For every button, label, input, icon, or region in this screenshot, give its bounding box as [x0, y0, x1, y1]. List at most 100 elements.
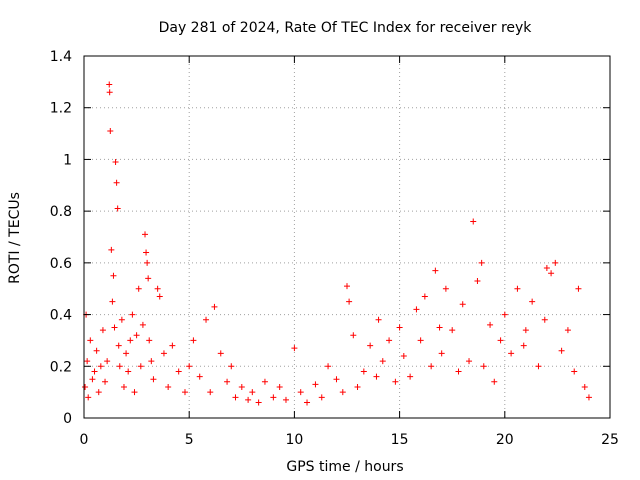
data-point [127, 337, 134, 344]
data-point [470, 218, 477, 225]
chart-title: Day 281 of 2024, Rate Of TEC Index for r… [159, 20, 533, 36]
data-point [224, 378, 231, 385]
data-point [89, 376, 96, 383]
y-tick-label: 0.2 [50, 359, 72, 375]
data-point [109, 298, 116, 305]
data-point [417, 337, 424, 344]
data-point [232, 394, 239, 401]
data-point [146, 337, 153, 344]
data-point [137, 363, 144, 370]
data-point [145, 275, 152, 282]
data-point [245, 396, 252, 403]
data-point [344, 283, 350, 290]
data-point [392, 378, 399, 385]
data-point [211, 303, 218, 310]
data-point [304, 399, 311, 406]
data-point [478, 259, 485, 266]
data-point [120, 383, 127, 390]
y-tick-label: 1 [63, 152, 72, 168]
data-point [312, 381, 319, 388]
data-point [396, 324, 403, 331]
data-point [367, 342, 374, 349]
data-point [407, 373, 414, 380]
data-point [413, 306, 420, 313]
data-point [142, 231, 149, 238]
x-tick-label: 20 [496, 432, 514, 448]
data-point [175, 368, 182, 375]
data-point [143, 249, 150, 256]
x-tick-labels: 0 5 10 15 20 25 [80, 432, 619, 448]
data-point [529, 298, 536, 305]
data-point [333, 376, 340, 383]
data-point [491, 378, 498, 385]
data-point [571, 368, 578, 375]
data-point [466, 358, 473, 365]
data-point [160, 350, 167, 357]
data-point [118, 316, 125, 323]
data-point [428, 363, 435, 370]
data-point [354, 383, 361, 390]
data-point [131, 389, 138, 396]
data-point [270, 394, 277, 401]
data-point [112, 159, 119, 166]
data-point [487, 321, 494, 328]
data-point [373, 373, 380, 380]
data-point [276, 383, 283, 390]
data-point [110, 272, 117, 279]
data-point [575, 285, 582, 292]
data-point [520, 342, 527, 349]
data-point [150, 376, 157, 383]
y-axis-label: ROTI / TECUs [7, 192, 23, 284]
data-point [436, 324, 443, 331]
data-point [169, 342, 176, 349]
data-point [318, 394, 325, 401]
data-point [379, 358, 386, 365]
data-point [297, 389, 304, 396]
data-point [459, 301, 466, 308]
y-tick-label: 0.4 [50, 308, 72, 324]
data-point [501, 311, 508, 318]
x-tick-label: 0 [80, 432, 89, 448]
data-point [386, 337, 393, 344]
data-point [84, 358, 91, 365]
data-point [261, 378, 268, 385]
data-point [497, 337, 504, 344]
x-axis-label: GPS time / hours [286, 459, 403, 475]
data-point [339, 389, 346, 396]
data-point [106, 81, 113, 88]
data-point [111, 324, 118, 331]
x-tick-label: 15 [391, 432, 409, 448]
data-points [82, 81, 592, 406]
data-point [217, 350, 224, 357]
data-point [535, 363, 542, 370]
data-point [133, 332, 140, 339]
data-point [346, 298, 353, 305]
data-point [125, 368, 132, 375]
data-point [107, 127, 114, 134]
y-tick-label: 0 [63, 411, 72, 427]
data-point [581, 383, 588, 390]
data-point [203, 316, 210, 323]
data-point [97, 363, 104, 370]
y-tick-label: 0.6 [50, 256, 72, 272]
data-point [93, 347, 100, 354]
data-point [108, 246, 115, 253]
data-point [148, 358, 155, 365]
data-point [99, 327, 106, 334]
data-point [474, 277, 481, 284]
data-point [291, 345, 298, 352]
data-point [548, 270, 555, 277]
data-point [541, 316, 548, 323]
data-point [116, 363, 123, 370]
data-point [113, 179, 120, 186]
data-point [129, 311, 136, 318]
data-point [522, 327, 529, 334]
data-point [442, 285, 449, 292]
data-point [95, 389, 102, 396]
data-point [375, 316, 382, 323]
data-point [186, 363, 193, 370]
data-point [228, 363, 235, 370]
data-point [350, 332, 357, 339]
data-point [552, 259, 559, 266]
